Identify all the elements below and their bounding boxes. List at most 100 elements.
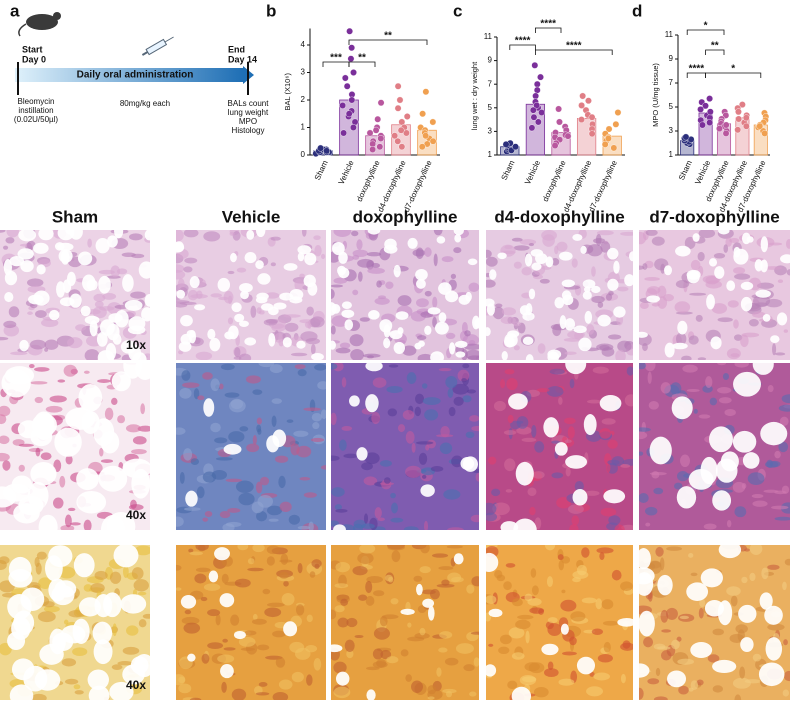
tissue-texture [407,622,412,628]
tissue-texture [366,252,382,257]
data-point [538,109,545,116]
tissue-hole [44,555,63,582]
data-point [377,99,385,107]
tissue-texture [659,557,665,571]
tissue-texture [130,291,146,299]
significance-bracket [509,44,536,50]
tissue-texture [6,230,19,238]
tissue-hole [755,289,772,298]
tissue-texture [2,245,9,250]
tissue-texture [84,349,100,360]
tissue-texture [306,614,313,623]
tissue-texture [252,613,258,621]
tissue-texture [196,486,205,499]
tissue-hole [27,481,49,510]
tissue-texture [596,547,614,554]
tissue-texture [653,643,666,650]
tissue-texture [722,372,730,380]
tissue-texture [570,611,586,622]
tissue-hole [582,279,596,289]
tissue-hole [231,302,242,313]
tissue-texture [125,424,142,433]
tissue-texture [537,343,546,354]
tissue-texture [730,595,738,607]
tissue-hole [303,274,316,288]
tissue-texture [271,323,286,332]
histology-image [0,363,150,530]
tissue-texture [653,696,668,700]
tissue-texture [181,370,191,381]
tissue-texture [352,523,364,530]
y-tick-label: 7 [488,79,493,88]
tissue-texture [655,546,664,557]
data-point [534,118,542,126]
tissue-hole [224,331,235,340]
tissue-texture [602,620,619,626]
tissue-texture [377,517,385,522]
tissue-texture [544,545,556,551]
tissue-texture [349,334,364,347]
tissue-hole [708,258,718,267]
tissue-texture [707,654,720,663]
tissue-texture [317,381,326,390]
y-axis-label: lung wet : dry weight [470,61,479,130]
tissue-texture [0,435,10,445]
tissue-texture [735,624,748,634]
tissue-hole [255,230,266,238]
tissue-hole [120,594,147,614]
tissue-texture [128,233,143,241]
tissue-hole [33,411,55,440]
tissue-texture [690,680,699,691]
tissue-texture [401,345,417,356]
tissue-texture [294,364,306,370]
data-point [706,108,714,116]
tissue-texture [35,447,41,457]
tissue-texture [366,355,375,359]
tissue-hole [675,245,691,257]
data-point [722,121,730,129]
tissue-texture [741,332,760,338]
tissue-hole [760,421,788,446]
tissue-texture [415,441,434,445]
tissue-texture [546,576,553,588]
data-point [605,135,612,142]
tissue-texture [346,617,358,628]
tissue-texture [231,688,247,700]
tissue-texture [644,276,660,281]
data-point [706,119,714,127]
tissue-texture [507,680,518,690]
x-tick-label: Vehicle [337,158,356,186]
tissue-texture [591,628,604,635]
tissue-hole [272,429,287,447]
tissue-texture [733,319,739,329]
tissue-texture [391,550,401,563]
tissue-texture [263,319,278,326]
tissue-texture [335,508,348,513]
tissue-texture [724,408,736,417]
tissue-texture [422,397,441,405]
data-point [528,124,536,132]
tissue-texture [752,653,762,662]
tissue-texture [230,614,240,626]
tissue-texture [651,303,661,307]
tissue-texture [271,398,282,404]
tissue-hole [96,331,108,347]
tissue-hole [9,256,25,267]
tissue-texture [493,400,506,412]
tissue-hole [454,340,468,348]
tissue-texture [647,371,652,384]
tissue-hole [100,430,120,454]
tissue-texture [207,609,221,617]
tissue-texture [415,247,424,259]
tissue-texture [644,363,656,372]
tissue-texture [234,578,251,588]
tissue-texture [234,347,241,358]
tissue-hole [780,254,790,264]
histology-image [176,363,326,530]
tissue-hole [331,340,336,350]
tissue-texture [227,270,235,275]
tissue-texture [344,639,355,652]
x-tick-label: Sham [677,159,694,182]
significance-label: ** [358,53,366,64]
